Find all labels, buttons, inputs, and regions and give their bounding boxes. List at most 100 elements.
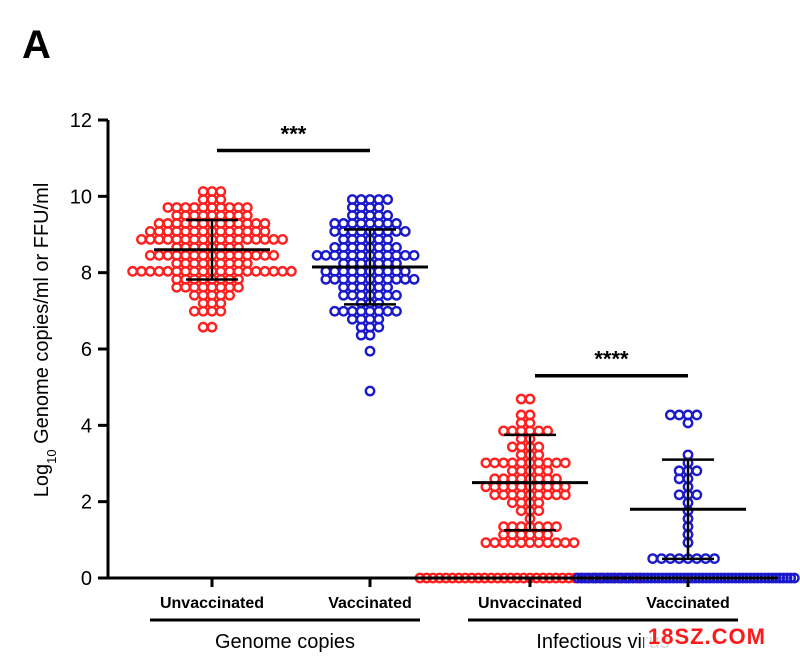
data-point [489,457,501,469]
y-tick-label: 2 [81,492,92,514]
data-point [480,537,492,549]
data-point [391,305,402,317]
data-point [162,249,174,261]
data-point [515,393,527,405]
data-point [551,457,562,469]
data-point [162,265,174,277]
data-point [498,457,509,469]
data-point [408,249,420,261]
significance-brackets: ******* [217,122,688,378]
data-point [197,321,209,333]
data-point [489,537,501,549]
data-point [391,289,402,301]
data-point [382,194,394,205]
data-point [329,241,341,253]
data-point [250,265,262,277]
panel-label: A [22,23,51,67]
data-point [153,265,165,277]
data-point [144,265,156,277]
y-axis: 0 2 4 6 8 10 12 [70,110,110,590]
x-tick-label: Unvaccinated [160,595,264,612]
data-point [382,305,394,317]
data-point [277,265,288,277]
data-point [268,265,280,277]
x-tick-label: Unvaccinated [478,595,582,612]
data-point [391,218,402,229]
data-point [551,521,562,533]
data-points [127,186,800,584]
data-point [364,385,376,397]
data-point [144,249,156,261]
y-tick-label: 0 [81,568,92,590]
data-point [498,521,509,533]
data-point [391,241,402,253]
data-point [259,265,271,277]
error-bars [154,218,746,561]
data-point [664,409,676,421]
data-point [399,249,411,261]
data-point [691,409,703,421]
x-axis: Unvaccinated Vaccinated Unvaccinated Vaccin… [108,576,778,653]
data-point [524,393,536,405]
y-tick-label: 6 [81,339,92,361]
y-axis-label: Log10 Genome copies/ml or FFU/ml [31,183,59,498]
y-tick-label: 4 [81,415,92,437]
data-point [329,218,341,229]
data-point [533,441,545,453]
significance-label: *** [281,122,307,147]
group-label: Genome copies [215,631,355,653]
data-point [408,273,420,285]
data-point [551,537,562,549]
y-tick-label: 12 [70,110,92,132]
data-point [399,226,411,237]
y-axis-title: Log10 Genome copies/ml or FFU/ml [31,183,59,498]
x-tick-label: Vaccinated [646,595,730,612]
data-point [241,202,253,213]
data-point [568,537,580,549]
data-point [382,210,394,221]
data-point [480,457,492,469]
data-point [259,218,271,229]
data-point [559,457,571,469]
data-point [250,249,262,261]
data-point [127,265,139,277]
data-point [329,305,341,317]
data-point [162,202,174,213]
data-point [153,218,165,229]
data-point [197,186,209,197]
data-point [268,249,280,261]
data-point [311,249,323,261]
y-tick-label: 8 [81,263,92,285]
watermark: 18SZ.COM [643,624,770,650]
data-point [136,265,147,277]
significance-label: **** [594,347,629,372]
data-point [206,321,218,333]
data-point [320,249,332,261]
data-point [136,233,147,245]
data-point [785,572,797,584]
data-point [338,305,349,317]
data-point [144,226,156,237]
group-label: Infectious virus [536,631,669,653]
data-point [188,305,200,317]
data-point [259,249,271,261]
data-point [788,572,800,584]
data-point [285,265,297,277]
data-point [153,249,165,261]
data-point [268,233,280,245]
data-point [277,233,288,245]
data-point [498,425,509,437]
y-tick-label: 10 [70,186,92,208]
data-point [673,409,685,421]
data-point [515,409,527,421]
data-point [673,489,685,501]
data-point [673,465,685,477]
data-point [346,194,358,205]
data-point [364,345,376,357]
data-point [559,537,571,549]
x-tick-label: Vaccinated [328,595,412,612]
data-point [215,186,227,197]
data-point [647,553,659,564]
data-point [506,441,518,453]
